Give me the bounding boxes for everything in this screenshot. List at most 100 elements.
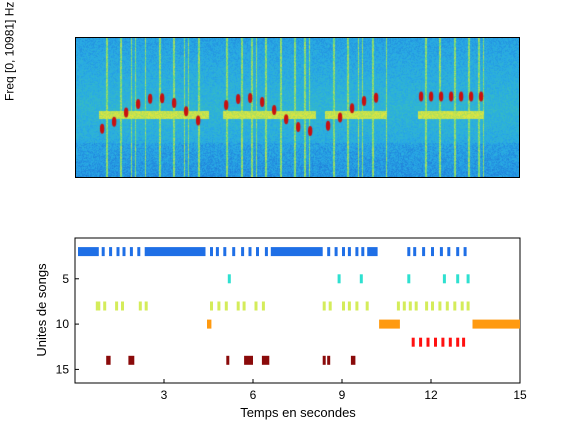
unit-2-bar	[327, 247, 331, 257]
unit-2-bar	[347, 247, 351, 257]
spectrogram-image	[76, 38, 519, 177]
unit-8-bar	[396, 301, 400, 311]
unit-2-bar	[144, 247, 206, 257]
unit-8-bar	[242, 301, 246, 311]
x-tick-label: 3	[161, 388, 168, 402]
unit-8-bar	[95, 301, 101, 311]
unit-2-bar	[439, 247, 443, 257]
unit-2-bar	[355, 247, 359, 257]
unit-2-bar	[407, 247, 411, 257]
x-axis-label: Temps en secondes	[240, 405, 356, 420]
unit-2-bar	[456, 247, 460, 257]
unit-14-bar	[106, 355, 111, 365]
unit-2-bar	[422, 247, 426, 257]
unit-12-bar	[426, 337, 430, 347]
unit-2-bar	[270, 247, 323, 257]
unit-14-bar	[261, 355, 270, 365]
unit-12-bar	[448, 337, 452, 347]
unit-2-bar	[129, 247, 133, 257]
unit-2-bar	[210, 247, 213, 257]
unit-2-bar	[256, 247, 259, 257]
y-axis-label: Unites de songs	[34, 263, 49, 357]
unit-8-bar	[261, 301, 265, 311]
unit-2-bar	[367, 247, 378, 257]
unit-8-bar	[224, 301, 228, 311]
unit-2-bar	[431, 247, 434, 257]
unit-8-bar	[425, 301, 429, 311]
unit-2-bar	[215, 247, 219, 257]
unit-2-bar	[334, 247, 338, 257]
unit-10-bar	[207, 319, 212, 329]
spectrogram-panel	[75, 37, 520, 178]
unit-8-bar	[342, 301, 345, 311]
unit-8-bar	[402, 301, 406, 311]
unit-2-bar	[122, 247, 126, 257]
unit-5-bar	[466, 274, 470, 284]
unit-12-bar	[419, 337, 423, 347]
unit-10-bar	[472, 319, 520, 329]
unit-8-bar	[217, 301, 221, 311]
unit-2-bar	[137, 247, 141, 257]
unit-8-bar	[466, 301, 470, 311]
x-tick-label: 9	[339, 388, 346, 402]
unit-12-bar	[456, 337, 460, 347]
unit-5-bar	[442, 274, 446, 284]
unit-8-bar	[347, 301, 351, 311]
unit-10-bar	[379, 319, 400, 329]
unit-2-bar	[361, 247, 365, 257]
unit-8-bar	[431, 301, 434, 311]
unit-2-bar	[78, 247, 99, 257]
x-tick-label: 15	[513, 388, 527, 402]
unit-8-bar	[414, 301, 418, 311]
unit-12-bar	[434, 337, 437, 347]
unit-8-bar	[103, 301, 107, 311]
unit-2-bar	[413, 247, 417, 257]
unit-8-bar	[445, 301, 449, 311]
unit-5-bar	[407, 274, 411, 284]
unit-8-bar	[365, 301, 369, 311]
unit-5-bar	[456, 274, 460, 284]
x-tick-label: 12	[424, 388, 438, 402]
unit-2-bar	[463, 247, 467, 257]
unit-2-bar	[241, 247, 245, 257]
unit-14-bar	[322, 355, 326, 365]
unit-bars	[78, 247, 520, 365]
unit-2-bar	[232, 247, 236, 257]
unit-8-bar	[328, 301, 332, 311]
unit-8-bar	[144, 301, 148, 311]
x-tick-label: 6	[250, 388, 257, 402]
y-tick-label: 15	[56, 362, 70, 376]
unit-2-bar	[342, 247, 345, 257]
unit-5-bar	[337, 274, 341, 284]
unit-5-bar	[227, 274, 231, 284]
unit-14-bar	[350, 355, 356, 365]
unit-14-bar	[128, 355, 135, 365]
unit-5-bar	[359, 274, 363, 284]
unit-8-bar	[138, 301, 142, 311]
unit-8-bar	[355, 301, 359, 311]
unit-2-bar	[109, 247, 113, 257]
unit-12-bar	[411, 337, 415, 347]
unit-8-bar	[438, 301, 442, 311]
unit-2-bar	[101, 247, 105, 257]
unit-12-bar	[462, 337, 466, 347]
unit-8-bar	[210, 301, 213, 311]
y-tick-label: 5	[62, 272, 69, 286]
unit-2-bar	[248, 247, 252, 257]
unit-2-bar	[223, 247, 227, 257]
unit-8-bar	[254, 301, 258, 311]
unit-12-bar	[441, 337, 445, 347]
unit-8-bar	[460, 301, 464, 311]
unit-8-bar	[453, 301, 457, 311]
unit-2-bar	[116, 247, 120, 257]
unit-14-bar	[327, 355, 331, 365]
unit-14-bar	[244, 355, 253, 365]
unit-2-bar	[264, 247, 268, 257]
unit-14-bar	[226, 355, 230, 365]
unit-8-bar	[236, 301, 240, 311]
unit-8-bar	[121, 301, 124, 311]
unit-2-bar	[447, 247, 451, 257]
unit-8-bar	[322, 301, 326, 311]
y-tick-label: 10	[56, 317, 70, 331]
